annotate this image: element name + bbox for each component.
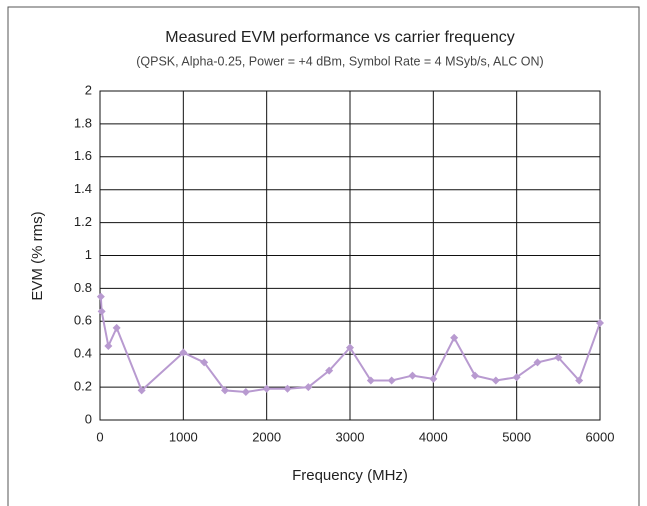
marker xyxy=(112,323,121,332)
marker xyxy=(97,307,106,316)
marker xyxy=(450,333,459,342)
marker xyxy=(575,376,584,385)
marker xyxy=(596,318,604,327)
y-tick-label: 0 xyxy=(85,411,92,426)
marker xyxy=(512,373,521,382)
y-tick-label: 1.6 xyxy=(74,148,92,163)
y-tick-label: 0.6 xyxy=(74,313,92,328)
marker xyxy=(366,376,375,385)
marker xyxy=(96,292,105,301)
x-tick-label: 6000 xyxy=(586,429,615,444)
x-tick-label: 4000 xyxy=(419,429,448,444)
marker xyxy=(429,374,438,383)
y-tick-label: 0.4 xyxy=(74,346,92,361)
chart-subtitle: (QPSK, Alpha-0.25, Power = +4 dBm, Symbo… xyxy=(136,54,543,68)
plot-border xyxy=(99,90,601,421)
y-tick-label: 1.8 xyxy=(74,115,92,130)
x-tick-label: 5000 xyxy=(502,429,531,444)
marker xyxy=(200,358,209,367)
y-tick-label: 1 xyxy=(85,247,92,262)
marker xyxy=(387,376,396,385)
y-tick-label: 0.2 xyxy=(74,379,92,394)
marker xyxy=(304,383,313,392)
marker xyxy=(262,384,271,393)
marker xyxy=(471,371,479,380)
y-axis-label: EVM (% rms) xyxy=(29,211,46,300)
y-tick-label: 2 xyxy=(85,82,92,97)
marker xyxy=(533,358,542,367)
x-tick-label: 0 xyxy=(96,429,103,444)
marker xyxy=(554,353,563,362)
marker xyxy=(283,384,292,393)
marker xyxy=(241,388,250,397)
y-tick-label: 1.2 xyxy=(74,214,92,229)
frame xyxy=(7,6,640,506)
chart-title: Measured EVM performance vs carrier freq… xyxy=(165,29,514,46)
x-tick-label: 3000 xyxy=(336,429,365,444)
marker xyxy=(408,371,417,380)
marker xyxy=(221,386,229,395)
y-tick-label: 0.8 xyxy=(74,280,92,295)
x-tick-label: 2000 xyxy=(252,429,281,444)
x-axis-label: Frequency (MHz) xyxy=(292,467,408,484)
y-tick-label: 1.4 xyxy=(74,181,92,196)
marker xyxy=(104,341,113,350)
series-line xyxy=(99,296,601,394)
marker xyxy=(179,348,188,357)
marker xyxy=(491,376,500,385)
marker xyxy=(137,386,146,395)
marker xyxy=(325,366,334,375)
x-tick-label: 1000 xyxy=(169,429,198,444)
marker xyxy=(346,343,354,352)
